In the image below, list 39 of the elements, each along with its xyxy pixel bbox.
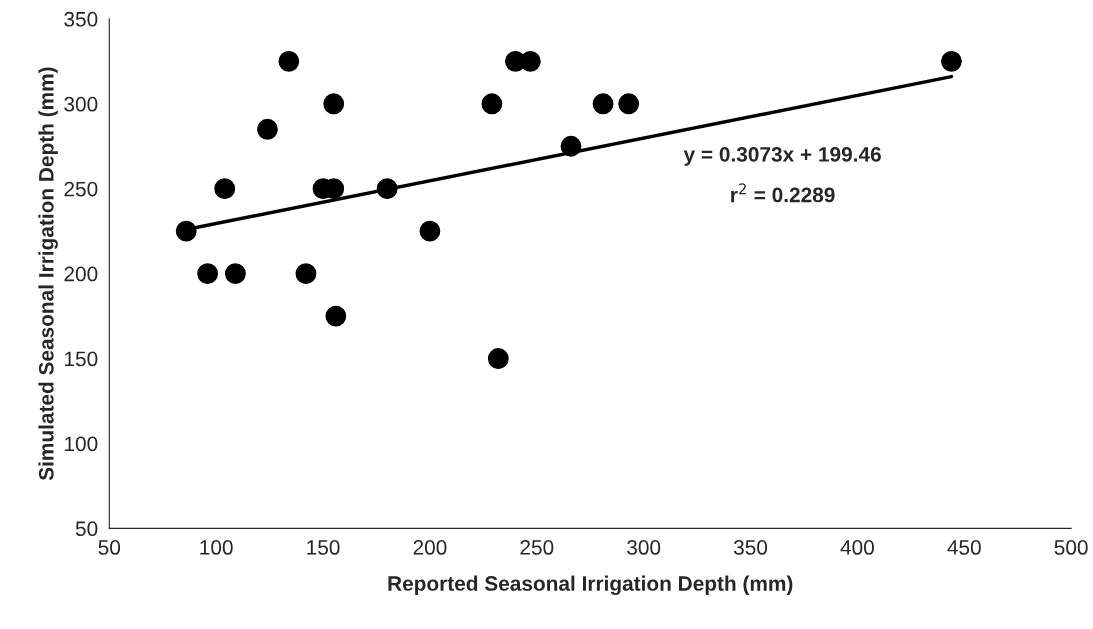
point [214,178,236,200]
point [487,348,509,369]
point [278,50,300,72]
annotation: r$^{2}$ = 0.2289 [731,183,835,203]
x-tick-label: 150 [307,540,340,555]
x-tick-label: 50 [98,540,121,555]
point [224,263,246,285]
x-tick-label: 200 [413,540,447,555]
point [519,50,541,72]
point [592,93,614,115]
point [481,93,503,115]
x-tick-label: 450 [947,540,981,555]
point [941,50,962,72]
point [325,305,347,327]
x-tick-label: 100 [200,540,233,555]
point [197,263,219,285]
point [175,220,197,242]
point [257,118,278,140]
x-tick-label: 300 [627,540,661,555]
y-tick-label: 350 [64,11,98,27]
x-tick-label: 250 [520,540,554,555]
y-tick-label: 250 [64,181,98,197]
point [419,220,441,242]
y-tick-label: 200 [64,266,98,282]
point [295,263,317,285]
point [618,93,640,115]
x-axis-title: Reported Seasonal Irrigation Depth (mm) [388,575,793,596]
x-tick-label: 350 [733,540,768,555]
x-tick-label: 500 [1054,540,1088,555]
point [323,93,345,115]
y-tick-label: 100 [65,436,98,452]
annotation: y = 0.3073x + 199.46 [683,146,881,166]
y-axis-title: Simulated Seasonal Irrigation Depth (mm) [38,67,58,481]
y-tick-label: 300 [64,96,98,112]
y-tick-label: 50 [75,521,98,537]
point [376,178,398,200]
point [560,135,582,157]
y-tick-label: 150 [65,351,98,367]
x-tick-label: 400 [840,540,874,555]
